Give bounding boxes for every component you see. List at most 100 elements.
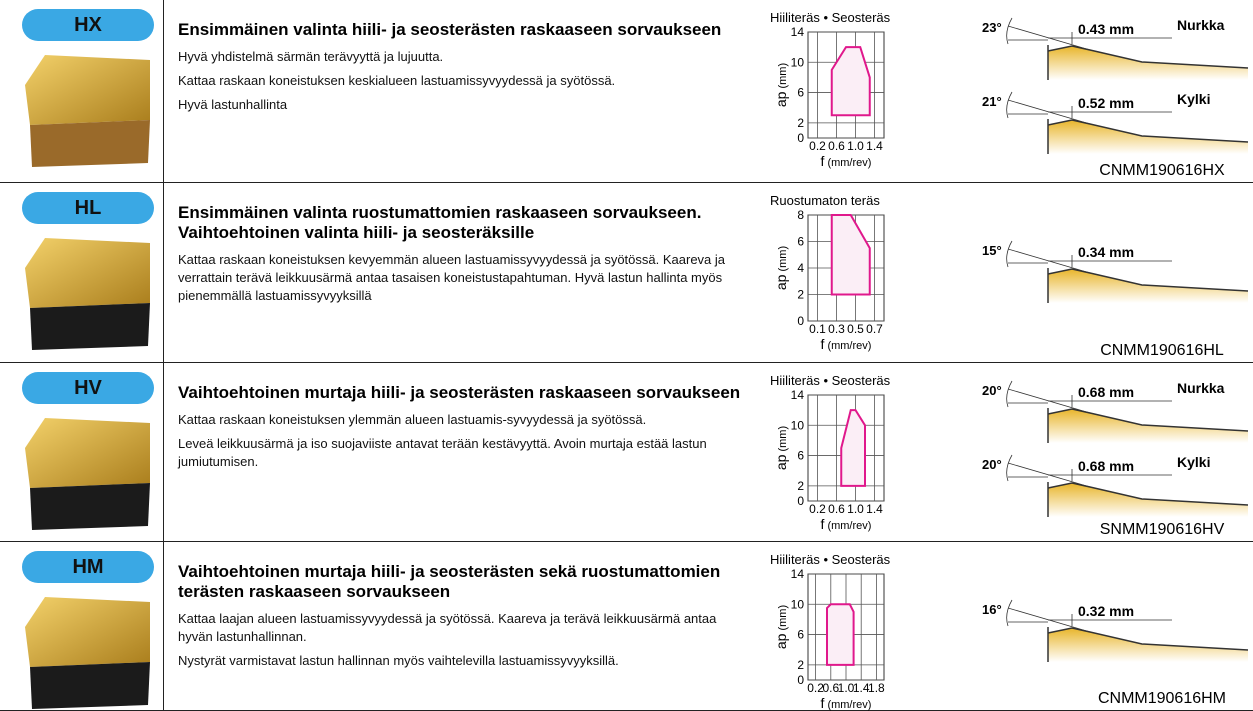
page: HX Ensimmäinen valinta hiili- ja seosterä…	[0, 0, 1253, 711]
divider	[163, 363, 164, 541]
angle-label: 16°	[982, 602, 1002, 617]
text-block: Ensimmäinen valinta ruostumattomien rask…	[178, 203, 753, 311]
paragraph: Nystyrät varmistavat lastun hallinnan my…	[178, 652, 753, 670]
width-label: 0.52 mm	[1078, 95, 1134, 111]
position-label: Kylki	[1177, 454, 1210, 470]
y-axis-label: ap (mm)	[773, 605, 789, 649]
code-badge: HX	[22, 9, 154, 41]
row: HL Ensimmäinen valinta ruostumattomien ra…	[0, 183, 1253, 363]
row: HV Vaihtoehtoinen murtaja hiili- ja seost…	[0, 363, 1253, 542]
angle-label: 23°	[982, 20, 1002, 35]
position-label: Nurkka	[1177, 380, 1225, 396]
y-tick-label: 6	[797, 235, 804, 249]
text-block: Vaihtoehtoinen murtaja hiili- ja seoster…	[178, 562, 753, 676]
x-axis-name: f	[821, 516, 825, 532]
width-label: 0.68 mm	[1078, 458, 1134, 474]
width-label: 0.34 mm	[1078, 244, 1134, 260]
x-axis-unit: (mm/rev)	[827, 157, 871, 169]
y-tick-label: 14	[791, 567, 805, 581]
insert-top	[25, 238, 150, 308]
chart-label: Hiiliteräs • Seosteräs	[770, 552, 891, 567]
edge-profile: 16° 0.32 mm	[982, 600, 1248, 662]
application-range	[832, 47, 870, 115]
x-tick-label: 1.4	[866, 502, 883, 516]
model-code: CNMM190616HX	[1099, 162, 1225, 179]
insert-top	[25, 597, 150, 667]
text-block: Vaihtoehtoinen murtaja hiili- ja seoster…	[178, 383, 753, 477]
y-axis-unit: (mm)	[777, 605, 789, 631]
x-axis-label: f(mm/rev)	[821, 516, 872, 532]
insert-side	[30, 303, 150, 350]
code-badge: HM	[22, 551, 154, 583]
edge-profile: 21°0.52 mmKylki	[982, 91, 1248, 154]
insert-image	[10, 228, 160, 358]
x-tick-label: 0.6	[828, 502, 845, 516]
insert-top	[25, 55, 150, 125]
position-label: Nurkka	[1177, 17, 1225, 33]
code-badge: HV	[22, 372, 154, 404]
y-tick-label: 2	[797, 288, 804, 302]
title: Ensimmäinen valinta ruostumattomien rask…	[178, 203, 753, 243]
angle-label: 15°	[982, 243, 1002, 258]
y-tick-label: 10	[791, 597, 805, 611]
divider	[163, 542, 164, 710]
application-range	[841, 410, 865, 486]
insert-side	[30, 120, 150, 167]
width-label: 0.32 mm	[1078, 603, 1134, 619]
y-axis-name: ap	[773, 91, 789, 107]
y-axis-unit: (mm)	[777, 63, 789, 89]
x-axis-label: f(mm/rev)	[821, 336, 872, 352]
y-tick-label: 6	[797, 628, 804, 642]
width-label: 0.43 mm	[1078, 21, 1134, 37]
x-axis-name: f	[821, 336, 825, 352]
code-badge: HL	[22, 192, 154, 224]
x-tick-label: 0.5	[847, 322, 864, 336]
x-tick-label: 1.8	[868, 681, 885, 695]
y-tick-label: 10	[791, 55, 805, 69]
y-tick-label: 2	[797, 116, 804, 130]
y-tick-label: 2	[797, 479, 804, 493]
model-code: CNMM190616HL	[1100, 342, 1224, 359]
position-label: Kylki	[1177, 91, 1210, 107]
chart-label: Hiiliteräs • Seosteräs	[770, 373, 891, 388]
paragraph: Kattaa raskaan koneistuksen keskialueen …	[178, 72, 753, 90]
divider	[163, 183, 164, 362]
x-axis-label: f(mm/rev)	[821, 695, 872, 711]
edge-profile: 20° 0.68 mm Nurkka	[982, 380, 1248, 443]
x-axis-unit: (mm/rev)	[827, 699, 871, 711]
angle-label: 20°	[982, 383, 1002, 398]
y-tick-label: 14	[791, 388, 805, 402]
x-tick-label: 0.2	[809, 502, 826, 516]
y-axis-name: ap	[773, 454, 789, 470]
paragraph: Leveä leikkuusärmä ja iso suojaviiste an…	[178, 435, 753, 471]
width-label: 0.68 mm	[1078, 384, 1134, 400]
y-axis-label: ap(mm)	[773, 426, 789, 470]
x-tick-label: 1.0	[847, 139, 864, 153]
y-tick-label: 0	[797, 131, 804, 145]
x-axis-name: f	[821, 695, 825, 711]
title: Vaihtoehtoinen murtaja hiili- ja seoster…	[178, 383, 753, 403]
edge-profiles: 15° 0.34 mm CNMM190616HL	[972, 183, 1252, 363]
y-axis-name: ap	[773, 633, 789, 649]
text-block: Ensimmäinen valinta hiili- ja seosteräst…	[178, 20, 753, 120]
application-range	[832, 215, 870, 295]
y-tick-label: 14	[791, 25, 805, 39]
x-tick-label: 1.4	[866, 139, 883, 153]
insert-side	[30, 662, 150, 709]
x-axis-name: f	[821, 153, 825, 169]
y-tick-label: 2	[797, 658, 804, 672]
x-tick-label: 1.0	[847, 502, 864, 516]
title: Ensimmäinen valinta hiili- ja seosteräst…	[178, 20, 753, 40]
y-tick-label: 6	[797, 449, 804, 463]
y-tick-label: 0	[797, 673, 804, 687]
y-axis-label: ap(mm)	[773, 246, 789, 290]
insert-image	[10, 587, 160, 711]
insert-side	[30, 483, 150, 530]
paragraph: Kattaa raskaan koneistuksen kevyemmän al…	[178, 251, 753, 305]
application-range	[827, 604, 854, 665]
model-code: CNMM190616HM	[1098, 690, 1226, 707]
paragraph: Hyvä lastunhallinta	[178, 96, 753, 114]
